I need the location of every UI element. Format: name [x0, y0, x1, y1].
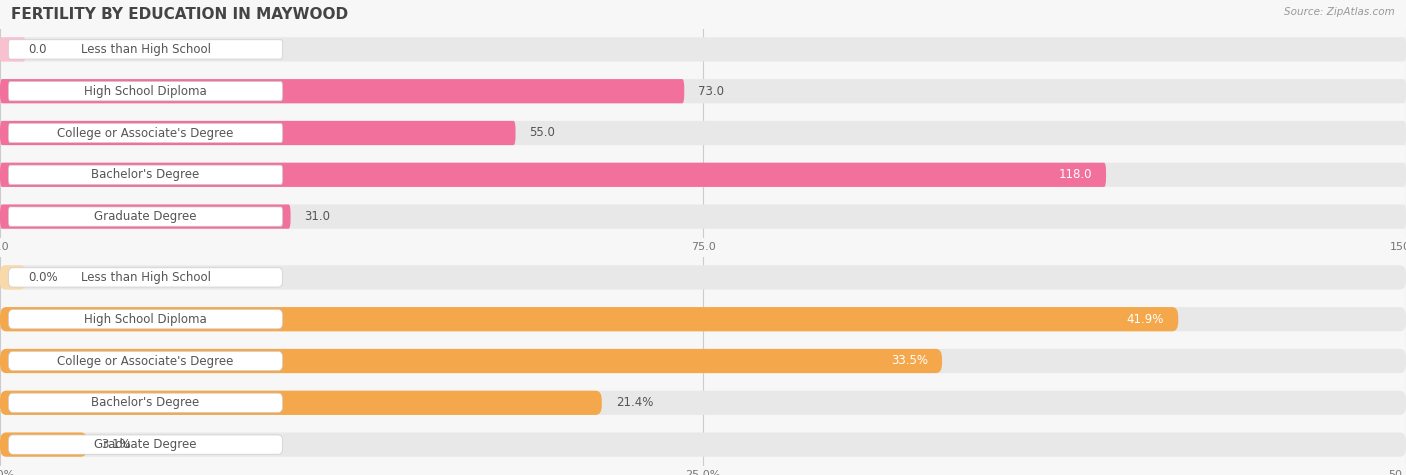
- Text: FERTILITY BY EDUCATION IN MAYWOOD: FERTILITY BY EDUCATION IN MAYWOOD: [11, 7, 349, 22]
- FancyBboxPatch shape: [8, 82, 283, 101]
- Text: High School Diploma: High School Diploma: [84, 313, 207, 326]
- FancyBboxPatch shape: [0, 432, 87, 457]
- Text: Bachelor's Degree: Bachelor's Degree: [91, 168, 200, 181]
- FancyBboxPatch shape: [0, 390, 602, 415]
- FancyBboxPatch shape: [8, 393, 283, 412]
- FancyBboxPatch shape: [0, 349, 942, 373]
- FancyBboxPatch shape: [0, 432, 1406, 457]
- FancyBboxPatch shape: [0, 162, 1406, 187]
- FancyBboxPatch shape: [8, 207, 283, 226]
- Text: Graduate Degree: Graduate Degree: [94, 438, 197, 451]
- Text: College or Associate's Degree: College or Associate's Degree: [58, 354, 233, 368]
- FancyBboxPatch shape: [0, 204, 291, 229]
- FancyBboxPatch shape: [8, 268, 283, 287]
- Text: 118.0: 118.0: [1059, 168, 1092, 181]
- FancyBboxPatch shape: [8, 124, 283, 142]
- FancyBboxPatch shape: [8, 310, 283, 329]
- FancyBboxPatch shape: [0, 204, 1406, 229]
- FancyBboxPatch shape: [8, 435, 283, 454]
- FancyBboxPatch shape: [8, 165, 283, 184]
- FancyBboxPatch shape: [8, 352, 283, 370]
- Text: 0.0%: 0.0%: [28, 271, 58, 284]
- FancyBboxPatch shape: [0, 265, 25, 290]
- Text: 33.5%: 33.5%: [891, 354, 928, 368]
- Text: Graduate Degree: Graduate Degree: [94, 210, 197, 223]
- FancyBboxPatch shape: [0, 37, 25, 62]
- Text: Less than High School: Less than High School: [80, 43, 211, 56]
- FancyBboxPatch shape: [8, 40, 283, 59]
- Text: Less than High School: Less than High School: [80, 271, 211, 284]
- Text: 73.0: 73.0: [699, 85, 724, 98]
- FancyBboxPatch shape: [0, 121, 1406, 145]
- FancyBboxPatch shape: [0, 79, 685, 104]
- FancyBboxPatch shape: [0, 162, 1107, 187]
- Text: College or Associate's Degree: College or Associate's Degree: [58, 126, 233, 140]
- FancyBboxPatch shape: [0, 79, 1406, 104]
- FancyBboxPatch shape: [0, 121, 516, 145]
- Text: High School Diploma: High School Diploma: [84, 85, 207, 98]
- Text: Source: ZipAtlas.com: Source: ZipAtlas.com: [1284, 7, 1395, 17]
- Text: Bachelor's Degree: Bachelor's Degree: [91, 396, 200, 409]
- Text: 41.9%: 41.9%: [1126, 313, 1164, 326]
- FancyBboxPatch shape: [0, 349, 1406, 373]
- Text: 21.4%: 21.4%: [616, 396, 654, 409]
- Text: 0.0: 0.0: [28, 43, 46, 56]
- FancyBboxPatch shape: [0, 307, 1406, 332]
- Text: 31.0: 31.0: [305, 210, 330, 223]
- FancyBboxPatch shape: [0, 265, 1406, 290]
- Text: 3.1%: 3.1%: [101, 438, 131, 451]
- FancyBboxPatch shape: [0, 307, 1178, 332]
- Text: 55.0: 55.0: [530, 126, 555, 140]
- FancyBboxPatch shape: [0, 390, 1406, 415]
- FancyBboxPatch shape: [0, 37, 1406, 62]
